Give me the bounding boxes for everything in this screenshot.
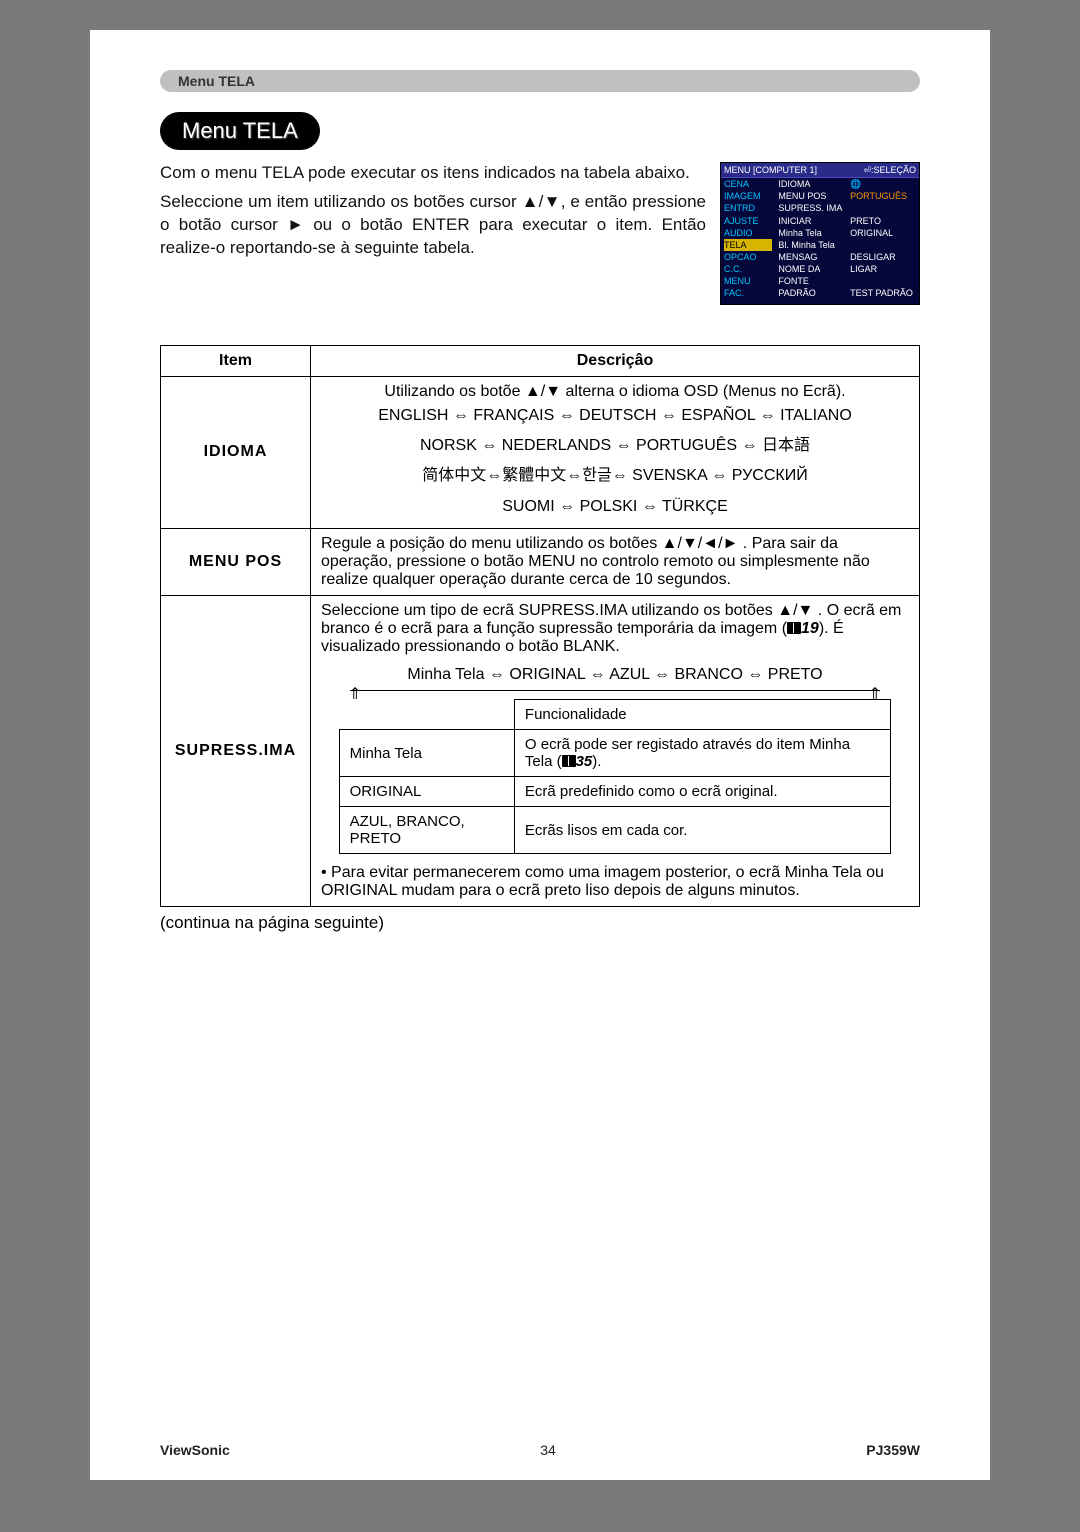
osd-header: MENU [COMPUTER 1] ⏎:SELEÇÃO	[721, 163, 919, 178]
inner-row1: Minha Tela O ecrã pode ser registado atr…	[339, 730, 891, 777]
osd-top-right: ⏎:SELEÇÃO	[863, 164, 916, 176]
osd-right-item: LIGAR	[850, 263, 916, 275]
idioma-desc: Utilizando os botõe ▲/▼ alterna o idioma…	[311, 376, 920, 529]
lang-row1: ENGLISH ⇔ FRANÇAIS ⇔ DEUTSCH ⇔ ESPAÑOL ⇔…	[378, 401, 852, 431]
osd-mid-item: MENSAG	[778, 251, 844, 263]
inner-empty	[339, 700, 514, 730]
osd-left-item: OPCAO	[724, 251, 772, 263]
osd-mid-item: SUPRESS. IMA	[778, 202, 844, 214]
intro-p1: Com o menu TELA pode executar os itens i…	[160, 162, 706, 185]
footer-model: PJ359W	[866, 1442, 920, 1458]
idioma-label: IDIOMA	[161, 376, 311, 529]
osd-left-item: IMAGEM	[724, 190, 772, 202]
inner-r3c2: Ecrãs lisos em cada cor.	[514, 807, 890, 854]
supress-desc: Seleccione um tipo de ecrã SUPRESS.IMA u…	[311, 596, 920, 907]
inner-head-row: Funcionalidade	[339, 700, 891, 730]
osd-mid-item: Bl. Minha Tela	[778, 239, 844, 251]
osd-screenshot: MENU [COMPUTER 1] ⏎:SELEÇÃO CENAIMAGEMEN…	[720, 162, 920, 305]
osd-mid-item: INICIAR	[778, 215, 844, 227]
row-supress: SUPRESS.IMA Seleccione um tipo de ecrã S…	[161, 596, 920, 907]
lang-row3: 简体中文⇔繁體中文⇔한글⇔ SVENSKA ⇔ РУССКИЙ	[422, 461, 807, 491]
table-header-row: Item Descriçâo	[161, 345, 920, 376]
osd-col-mid: IDIOMAMENU POSSUPRESS. IMAINICIARMinha T…	[775, 178, 847, 299]
footer-brand: ViewSonic	[160, 1442, 230, 1458]
page-title: Menu TELA	[160, 112, 320, 150]
page: Menu TELA Menu TELA Com o menu TELA pode…	[90, 30, 990, 1480]
supress-note: • Para evitar permanecerem como uma imag…	[321, 864, 909, 900]
inner-row2: ORIGINAL Ecrã predefinido como o ecrã or…	[339, 777, 891, 807]
supress-sequence: Minha Tela ⇔ ORIGINAL ⇔ AZUL ⇔ BRANCO ⇔ …	[321, 666, 909, 684]
osd-mid-item: PADRÃO	[778, 287, 844, 299]
idioma-intro: Utilizando os botõe ▲/▼ alterna o idioma…	[321, 383, 909, 401]
osd-mid-item: NOME DA FONTE	[778, 263, 844, 287]
breadcrumb-text: Menu TELA	[178, 73, 255, 89]
inner-r1c2: O ecrã pode ser registado através do ite…	[514, 730, 890, 777]
book-icon	[787, 622, 801, 634]
osd-right-item	[850, 239, 916, 251]
inner-r3c1: AZUL, BRANCO, PRETO	[339, 807, 514, 854]
osd-right-item: 🌐PORTUGUÊS	[850, 178, 916, 202]
row-menupos: MENU POS Regule a posição do menu utiliz…	[161, 529, 920, 596]
osd-right-item: DESLIGAR	[850, 251, 916, 263]
inner-r2c1: ORIGINAL	[339, 777, 514, 807]
intro-row: Com o menu TELA pode executar os itens i…	[160, 162, 920, 305]
book-icon	[562, 755, 576, 767]
inner-h2: Funcionalidade	[514, 700, 890, 730]
th-desc: Descriçâo	[311, 345, 920, 376]
osd-body: CENAIMAGEMENTRDAJUSTEAUDIOTELAOPCAOC.C.M…	[721, 178, 919, 299]
inner-r1c2b: ).	[592, 753, 601, 770]
osd-mid-item: Minha Tela	[778, 227, 844, 239]
continue-note: (continua na página seguinte)	[160, 913, 920, 933]
footer: ViewSonic 34 PJ359W	[160, 1442, 920, 1458]
osd-left-item: MENU FAC.	[724, 275, 772, 299]
osd-left-item: TELA	[724, 239, 772, 251]
osd-mid-item: MENU POS	[778, 190, 844, 202]
menupos-label: MENU POS	[161, 529, 311, 596]
osd-right-item	[850, 275, 916, 287]
osd-col-right: 🌐PORTUGUÊS PRETOORIGINAL DESLIGARLIGAR T…	[847, 178, 919, 299]
language-diagram: ENGLISH ⇔ FRANÇAIS ⇔ DEUTSCH ⇔ ESPAÑOL ⇔…	[321, 401, 909, 523]
osd-left-item: AUDIO	[724, 227, 772, 239]
breadcrumb: Menu TELA	[160, 70, 920, 92]
inner-row3: AZUL, BRANCO, PRETO Ecrãs lisos em cada …	[339, 807, 891, 854]
inner-r1c1: Minha Tela	[339, 730, 514, 777]
main-table: Item Descriçâo IDIOMA Utilizando os botõ…	[160, 345, 920, 908]
osd-col-left: CENAIMAGEMENTRDAJUSTEAUDIOTELAOPCAOC.C.M…	[721, 178, 775, 299]
intro-text: Com o menu TELA pode executar os itens i…	[160, 162, 706, 260]
osd-left-item: ENTRD	[724, 202, 772, 214]
inner-r2c2: Ecrã predefinido como o ecrã original.	[514, 777, 890, 807]
osd-mid-item: IDIOMA	[778, 178, 844, 190]
osd-right-item	[850, 202, 916, 214]
osd-left-item: CENA	[724, 178, 772, 190]
th-item: Item	[161, 345, 311, 376]
supress-ref: 19	[801, 620, 819, 637]
lang-row4: SUOMI ⇔ POLSKI ⇔ TÜRKÇE	[502, 492, 728, 522]
osd-right-item: ORIGINAL	[850, 227, 916, 239]
osd-left-item: C.C.	[724, 263, 772, 275]
intro-p2: Seleccione um item utilizando os botões …	[160, 191, 706, 260]
inner-r1-ref: 35	[576, 753, 593, 770]
page-title-text: Menu TELA	[182, 118, 298, 143]
row-idioma: IDIOMA Utilizando os botõe ▲/▼ alterna o…	[161, 376, 920, 529]
footer-page: 34	[540, 1442, 556, 1458]
lang-row2: NORSK ⇔ NEDERLANDS ⇔ PORTUGUÊS ⇔ 日本語	[420, 431, 810, 461]
menupos-desc: Regule a posição do menu utilizando os b…	[311, 529, 920, 596]
osd-left-item: AJUSTE	[724, 215, 772, 227]
osd-top-left: MENU [COMPUTER 1]	[724, 164, 817, 176]
supress-inner-table: Funcionalidade Minha Tela O ecrã pode se…	[339, 699, 892, 854]
osd-right-item: TEST PADRÃO	[850, 287, 916, 299]
supress-label: SUPRESS.IMA	[161, 596, 311, 907]
osd-right-item: PRETO	[850, 215, 916, 227]
